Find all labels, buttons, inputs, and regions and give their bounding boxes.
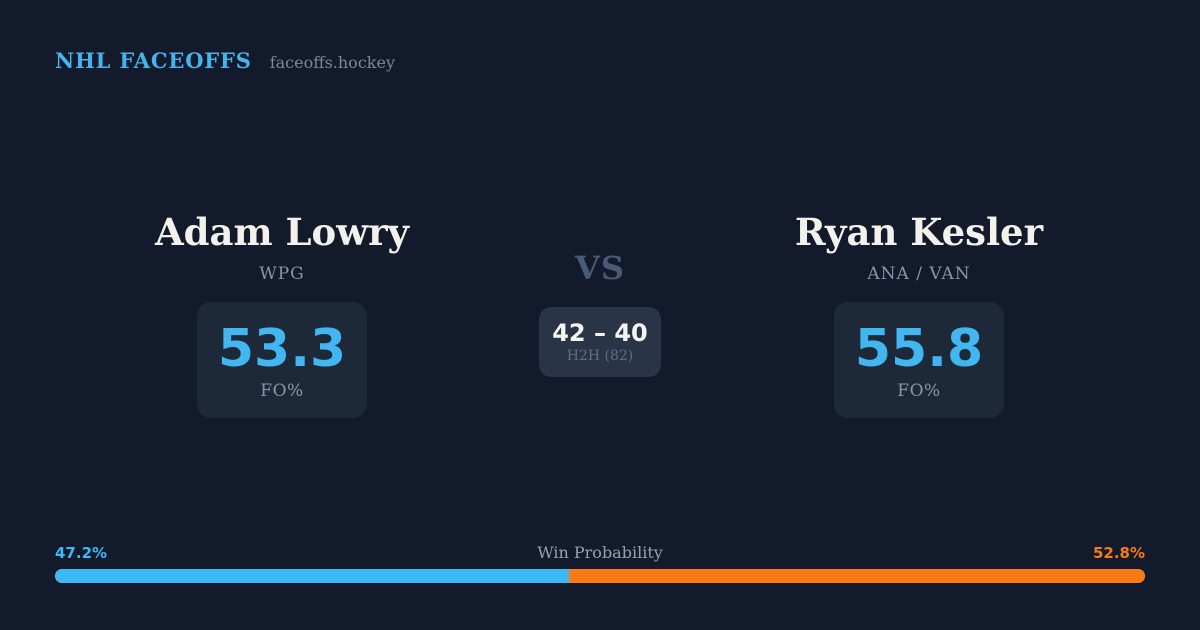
player-right-name: Ryan Kesler [794,210,1044,254]
brand-title: NHL FACEOFFS [55,48,252,73]
player-left-name: Adam Lowry [154,210,410,254]
h2h-label: H2H (82) [566,348,634,365]
win-bar-left-segment [55,569,570,583]
player-right-team: ANA / VAN [867,264,971,285]
center-column: VS 42 – 40 H2H (82) [525,252,675,377]
player-right-stat-label: FO% [897,381,941,402]
h2h-score: 42 – 40 [552,318,648,347]
player-right-fo-pct: 55.8 [854,318,984,379]
win-probability-left-pct: 47.2% [55,544,108,562]
win-probability-right-pct: 52.8% [1092,544,1145,562]
player-right-column: Ryan Kesler ANA / VAN 55.8 FO% [769,210,1069,419]
win-bar-right-segment [569,569,1145,583]
site-url: faceoffs.hockey [269,53,395,72]
header: NHL FACEOFFS faceoffs.hockey [55,48,395,73]
player-left-column: Adam Lowry WPG 53.3 FO% [132,210,432,419]
vs-label: VS [575,249,625,287]
win-probability-title: Win Probability [537,543,663,562]
win-probability-labels: 47.2% Win Probability 52.8% [55,543,1145,563]
player-left-fo-pct: 53.3 [217,318,347,379]
player-right-stat-card: 55.8 FO% [834,302,1004,419]
win-probability-bar [55,569,1145,583]
player-left-team: WPG [259,264,305,285]
player-left-stat-label: FO% [260,381,304,402]
h2h-card: 42 – 40 H2H (82) [539,307,661,377]
player-left-stat-card: 53.3 FO% [197,302,367,419]
